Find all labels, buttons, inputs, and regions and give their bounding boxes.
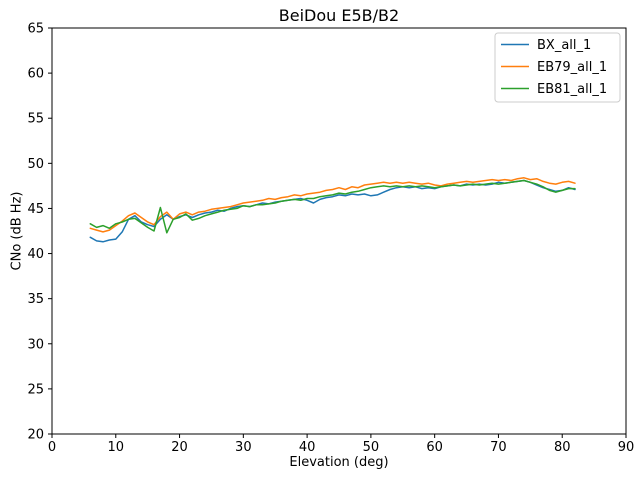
legend: BX_all_1 EB79_all_1 EB81_all_1 [494, 32, 621, 103]
y-tick-label: 30 [27, 337, 44, 352]
y-tick-label: 45 [27, 202, 44, 217]
legend-label-BX_all_1: BX_all_1 [537, 38, 591, 53]
x-tick-label: 60 [426, 440, 443, 455]
x-tick-label: 80 [554, 440, 571, 455]
y-tick-label: 25 [27, 382, 44, 397]
x-tick-label: 0 [48, 440, 56, 455]
legend-item: BX_all_1 [501, 38, 591, 53]
y-tick-label: 50 [27, 157, 44, 172]
x-axis-label: Elevation (deg) [289, 455, 389, 470]
legend-box [494, 32, 621, 103]
x-tick-label: 30 [235, 440, 252, 455]
x-tick-label: 50 [363, 440, 380, 455]
axes-frame [51, 27, 627, 435]
x-tick-label: 10 [108, 440, 125, 455]
x-tick-label: 90 [618, 440, 635, 455]
legend-item: EB81_all_1 [501, 82, 607, 97]
chart-title: BeiDou E5B/B2 [278, 6, 400, 25]
y-tick-label: 65 [27, 22, 44, 37]
y-tick-label: 60 [27, 67, 44, 82]
x-tick-label: 40 [299, 440, 316, 455]
legend-item: EB79_all_1 [501, 60, 607, 75]
y-tick-label: 20 [27, 428, 44, 443]
y-tick-label: 35 [27, 292, 44, 307]
series-line-EB79_all_1 [89, 177, 576, 233]
series-line-EB81_all_1 [89, 179, 576, 234]
legend-label-EB79_all_1: EB79_all_1 [537, 60, 607, 75]
x-tick-label: 70 [490, 440, 507, 455]
y-tick-label: 55 [27, 112, 44, 127]
legend-label-EB81_all_1: EB81_all_1 [537, 82, 607, 97]
y-tick-label: 40 [27, 247, 44, 262]
x-tick-label: 20 [171, 440, 188, 455]
